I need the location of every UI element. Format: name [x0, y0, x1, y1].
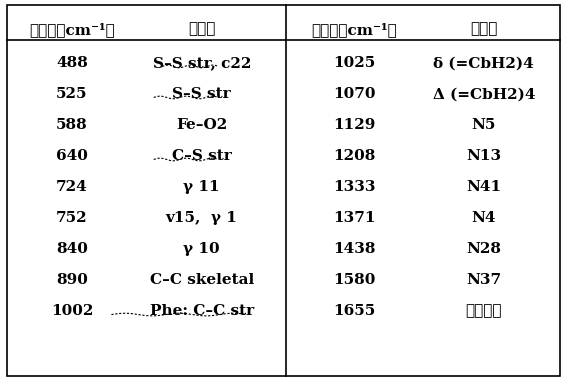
Text: Δ (=CbH2)4: Δ (=CbH2)4	[433, 87, 535, 101]
Text: N37: N37	[466, 273, 501, 287]
Text: 峰归属: 峰归属	[188, 22, 215, 36]
Text: C–C skeletal: C–C skeletal	[150, 273, 254, 287]
Text: 640: 640	[56, 149, 88, 163]
Text: 1333: 1333	[333, 180, 375, 194]
Text: 1655: 1655	[333, 304, 375, 319]
Text: S–S str, c22: S–S str, c22	[153, 56, 251, 70]
Text: N13: N13	[466, 149, 501, 163]
Text: 1438: 1438	[333, 242, 375, 256]
Text: 峰位置（cm⁻¹）: 峰位置（cm⁻¹）	[29, 22, 115, 37]
Text: N28: N28	[466, 242, 501, 256]
Text: C–S str: C–S str	[172, 149, 231, 163]
Text: Fe–O2: Fe–O2	[176, 118, 227, 132]
Text: 588: 588	[56, 118, 88, 132]
Text: 1070: 1070	[333, 87, 375, 101]
Text: 724: 724	[56, 180, 88, 194]
Text: 峰归属: 峰归属	[470, 22, 497, 36]
Text: N4: N4	[472, 211, 496, 225]
Text: 890: 890	[56, 273, 88, 287]
Text: γ 11: γ 11	[183, 180, 220, 194]
Text: N5: N5	[472, 118, 496, 132]
Text: 1371: 1371	[333, 211, 375, 225]
Text: N41: N41	[466, 180, 501, 194]
Text: 1208: 1208	[333, 149, 375, 163]
Text: 1025: 1025	[333, 56, 375, 70]
Text: γ 10: γ 10	[183, 242, 220, 256]
Text: 525: 525	[56, 87, 88, 101]
Text: 血红蛋白: 血红蛋白	[466, 304, 502, 319]
Text: δ (=CbH2)4: δ (=CbH2)4	[433, 56, 534, 70]
Text: S–S str: S–S str	[172, 87, 231, 101]
Text: 1129: 1129	[333, 118, 375, 132]
Text: 488: 488	[56, 56, 88, 70]
Text: 1002: 1002	[50, 304, 93, 319]
Text: 840: 840	[56, 242, 88, 256]
Text: 1580: 1580	[333, 273, 375, 287]
Text: v15,  γ 1: v15, γ 1	[166, 211, 238, 225]
Text: 峰位置（cm⁻¹）: 峰位置（cm⁻¹）	[311, 22, 397, 37]
Text: 752: 752	[56, 211, 88, 225]
Text: Phe: C–C str: Phe: C–C str	[150, 304, 254, 319]
